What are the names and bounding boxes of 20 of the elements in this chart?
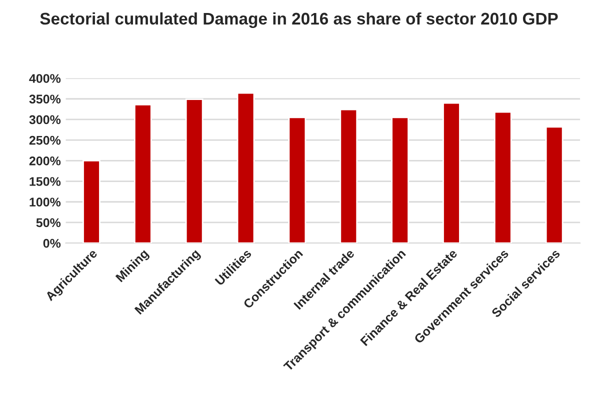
bar	[185, 98, 204, 244]
bar	[442, 102, 460, 244]
bar	[391, 116, 409, 244]
bar	[545, 126, 564, 244]
bar	[82, 160, 100, 244]
y-tick-label: 350%	[29, 94, 61, 104]
y-tick-label: 0%	[43, 238, 61, 248]
y-tick-label: 150%	[30, 177, 61, 186]
bar	[494, 111, 512, 244]
y-tick-label: 100%	[30, 198, 61, 207]
y-tick-label: 400%	[29, 74, 61, 83]
y-tick-label: 300%	[29, 115, 61, 124]
chart-title: Sectorial cumulated Damage in 2016 as share of sector 2010 GDP	[40, 12, 558, 28]
bar	[340, 108, 358, 244]
bar	[236, 92, 255, 244]
bar	[134, 104, 152, 244]
y-tick-label: 200%	[29, 156, 61, 166]
y-tick-label: 250%	[29, 136, 61, 145]
bar	[288, 116, 306, 244]
y-tick-label: 50%	[36, 218, 61, 228]
